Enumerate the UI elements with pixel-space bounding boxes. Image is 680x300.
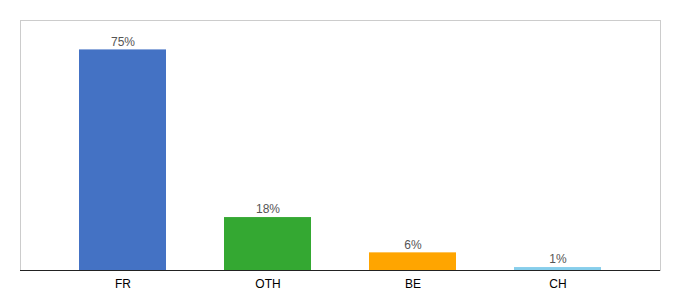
svg-text:18%: 18%	[256, 202, 280, 216]
svg-text:CH: CH	[549, 277, 566, 291]
svg-text:BE: BE	[405, 277, 421, 291]
svg-text:75%: 75%	[111, 35, 135, 49]
svg-text:6%: 6%	[404, 238, 422, 252]
svg-text:OTH: OTH	[255, 277, 280, 291]
svg-text:1%: 1%	[549, 252, 567, 266]
svg-text:FR: FR	[115, 277, 131, 291]
